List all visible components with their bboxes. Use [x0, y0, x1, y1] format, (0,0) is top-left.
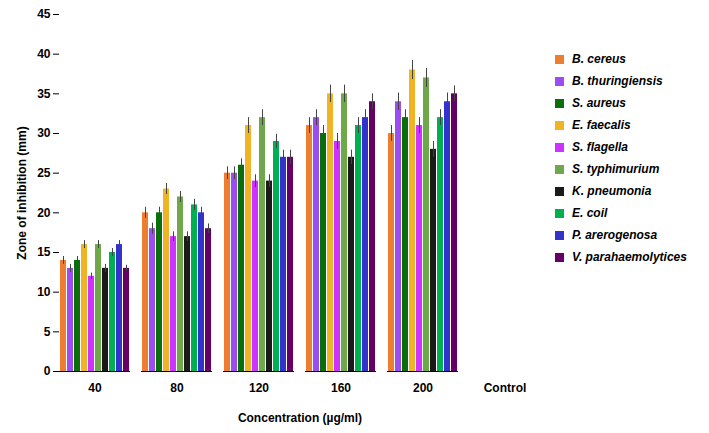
svg-text:120: 120 [249, 381, 269, 395]
svg-text:5: 5 [44, 325, 51, 339]
svg-text:Concentration (µg/ml): Concentration (µg/ml) [238, 411, 362, 425]
html-text:P. arerogenosa: P. arerogenosa [572, 228, 658, 242]
svg-text:0: 0 [44, 364, 51, 378]
html-text:S. flagella: S. flagella [572, 140, 628, 154]
svg-text:80: 80 [170, 381, 184, 395]
svg-text:15: 15 [37, 245, 51, 259]
html-text:S. typhimurium: S. typhimurium [572, 162, 660, 176]
html-text:B. thuringiensis: B. thuringiensis [572, 74, 663, 88]
svg-text:35: 35 [37, 87, 51, 101]
svg-text:40: 40 [88, 381, 102, 395]
svg-text:20: 20 [37, 206, 51, 220]
svg-text:25: 25 [37, 166, 51, 180]
svg-text:Zone of inhibition (mm): Zone of inhibition (mm) [15, 126, 29, 259]
svg-text:160: 160 [331, 381, 351, 395]
html-text:B. cereus: B. cereus [572, 52, 626, 66]
html-text:E. coil: E. coil [572, 206, 608, 220]
html-text:K. pneumonia: K. pneumonia [572, 184, 652, 198]
svg-text:30: 30 [37, 126, 51, 140]
svg-text:45: 45 [37, 7, 51, 21]
html-text:V. parahaemolytices: V. parahaemolytices [572, 250, 687, 264]
svg-text:200: 200 [413, 381, 433, 395]
svg-text:40: 40 [37, 47, 51, 61]
svg-text:10: 10 [37, 285, 51, 299]
html-text:E. faecalis: E. faecalis [572, 118, 631, 132]
svg-text:Control: Control [484, 381, 527, 395]
html-text:S. aureus: S. aureus [572, 96, 626, 110]
